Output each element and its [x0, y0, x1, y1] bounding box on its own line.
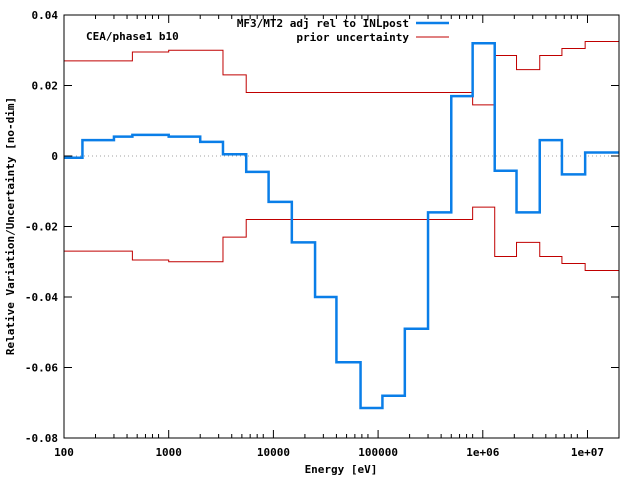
- prior-uncertainty-upper-line: [64, 40, 619, 106]
- x-tick-label: 1e+07: [571, 446, 604, 459]
- y-tick-label: 0.02: [32, 80, 59, 93]
- y-tick-label: -0.06: [25, 362, 58, 375]
- legend-label-series-1: prior uncertainty: [296, 31, 409, 44]
- annotation-label: CEA/phase1 b10: [86, 30, 179, 43]
- legend-label-series-0: MF3/MT2 adj rel to INLpost: [237, 17, 409, 30]
- x-tick-label: 100: [54, 446, 74, 459]
- adjustment-line: [64, 41, 619, 410]
- x-tick-label: 10000: [257, 446, 290, 459]
- label-layer: 100 1000 10000 100000 1e+06 1e+07 0.04 0.02 0 -0.…: [25, 9, 604, 459]
- y-tick-label: 0: [51, 150, 58, 163]
- x-axis-label: Energy [eV]: [305, 463, 378, 476]
- x-tick-label: 1000: [155, 446, 182, 459]
- y-tick-label: 0.04: [32, 9, 59, 22]
- y-tick-label: -0.04: [25, 291, 58, 304]
- prior-uncertainty-lower-line: [64, 206, 619, 272]
- y-tick-label: -0.02: [25, 221, 58, 234]
- plot-frame: [63, 14, 620, 439]
- y-tick-label: -0.08: [25, 432, 58, 445]
- series-layer: [64, 40, 619, 410]
- x-tick-label: 1e+06: [466, 446, 499, 459]
- y-axis-label: Relative Variation/Uncertainty [no-dim]: [4, 97, 17, 355]
- x-tick-label: 100000: [358, 446, 398, 459]
- legend: MF3/MT2 adj rel to INLpost prior uncerta…: [237, 17, 449, 44]
